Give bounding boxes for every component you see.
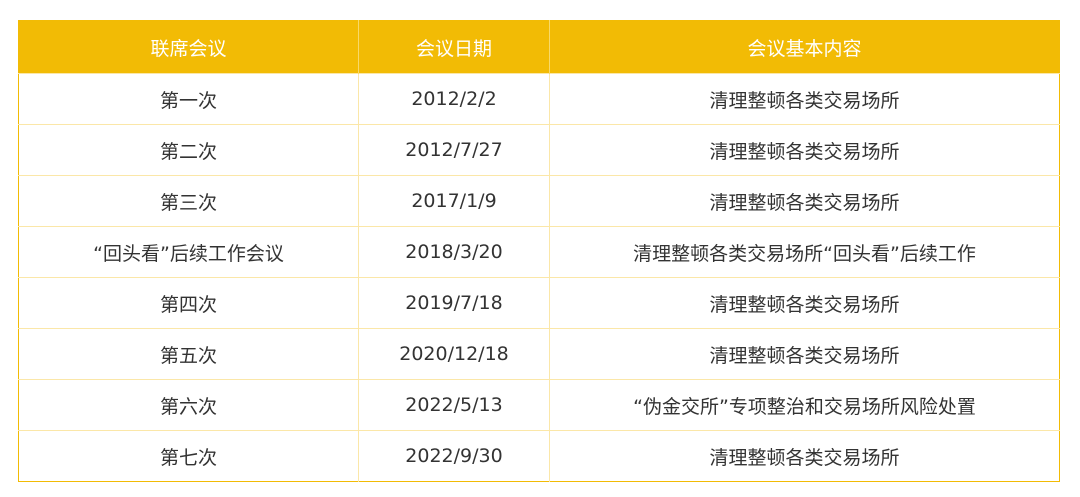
table-row: 第一次 2012/2/2 清理整顿各类交易场所 xyxy=(18,73,1060,125)
table-row: “回头看”后续工作会议 2018/3/20 清理整顿各类交易场所“回头看”后续工作 xyxy=(18,226,1060,278)
header-content: 会议基本内容 xyxy=(549,20,1060,74)
cell-meeting: 第二次 xyxy=(18,124,359,176)
cell-date: 2022/5/13 xyxy=(358,379,550,431)
cell-meeting: 第五次 xyxy=(18,328,359,380)
table-row: 第五次 2020/12/18 清理整顿各类交易场所 xyxy=(18,328,1060,380)
table-row: 第六次 2022/5/13 “伪金交所”专项整治和交易场所风险处置 xyxy=(18,379,1060,431)
table-row: 第七次 2022/9/30 清理整顿各类交易场所 xyxy=(18,430,1060,482)
cell-content: 清理整顿各类交易场所“回头看”后续工作 xyxy=(549,226,1060,278)
cell-date: 2019/7/18 xyxy=(358,277,550,329)
cell-meeting: “回头看”后续工作会议 xyxy=(18,226,359,278)
cell-date: 2017/1/9 xyxy=(358,175,550,227)
cell-date: 2018/3/20 xyxy=(358,226,550,278)
cell-meeting: 第六次 xyxy=(18,379,359,431)
table-row: 第二次 2012/7/27 清理整顿各类交易场所 xyxy=(18,124,1060,176)
cell-content: 清理整顿各类交易场所 xyxy=(549,73,1060,125)
header-meeting: 联席会议 xyxy=(18,20,359,74)
cell-content: 清理整顿各类交易场所 xyxy=(549,328,1060,380)
cell-content: “伪金交所”专项整治和交易场所风险处置 xyxy=(549,379,1060,431)
cell-content: 清理整顿各类交易场所 xyxy=(549,124,1060,176)
cell-content: 清理整顿各类交易场所 xyxy=(549,277,1060,329)
cell-meeting: 第一次 xyxy=(18,73,359,125)
cell-meeting: 第三次 xyxy=(18,175,359,227)
meetings-table: 联席会议 会议日期 会议基本内容 第一次 2012/2/2 清理整顿各类交易场所 第二… xyxy=(18,20,1060,482)
table-row: 第三次 2017/1/9 清理整顿各类交易场所 xyxy=(18,175,1060,227)
table-row: 第四次 2019/7/18 清理整顿各类交易场所 xyxy=(18,277,1060,329)
cell-date: 2012/2/2 xyxy=(358,73,550,125)
cell-date: 2012/7/27 xyxy=(358,124,550,176)
cell-date: 2020/12/18 xyxy=(358,328,550,380)
cell-content: 清理整顿各类交易场所 xyxy=(549,175,1060,227)
cell-meeting: 第四次 xyxy=(18,277,359,329)
header-row: 联席会议 会议日期 会议基本内容 xyxy=(18,20,1060,74)
cell-date: 2022/9/30 xyxy=(358,430,550,482)
header-date: 会议日期 xyxy=(358,20,550,74)
cell-content: 清理整顿各类交易场所 xyxy=(549,430,1060,482)
cell-meeting: 第七次 xyxy=(18,430,359,482)
